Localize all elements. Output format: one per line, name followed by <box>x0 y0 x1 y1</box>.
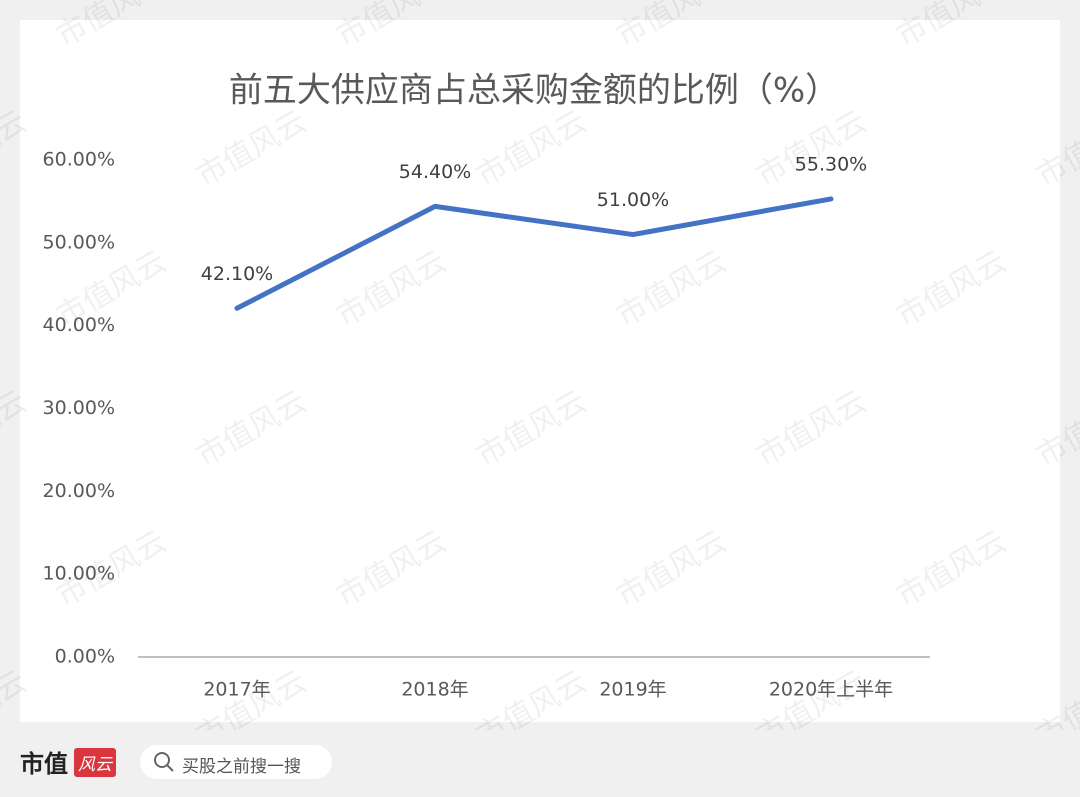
search-box[interactable]: 买股之前搜一搜 <box>140 745 332 779</box>
y-tick-label: 30.00% <box>43 397 115 419</box>
data-label: 42.10% <box>201 263 273 285</box>
y-tick-label: 10.00% <box>43 563 115 585</box>
x-tick-label: 2018年 <box>401 679 468 701</box>
data-label: 54.40% <box>399 161 471 183</box>
y-tick-label: 0.00% <box>55 646 115 668</box>
data-label: 55.30% <box>795 153 867 175</box>
chart-title: 前五大供应商占总采购金额的比例（%） <box>229 71 839 111</box>
search-placeholder: 买股之前搜一搜 <box>182 757 301 777</box>
line-series <box>234 196 834 311</box>
y-tick-label: 40.00% <box>43 314 115 336</box>
footer: 市值 风云 买股之前搜一搜 <box>0 730 1080 797</box>
chart-card <box>20 20 1060 722</box>
search-icon <box>154 752 174 772</box>
logo-badge: 风云 <box>74 748 116 777</box>
x-tick-label: 2019年 <box>599 679 666 701</box>
data-label: 51.00% <box>597 189 669 211</box>
logo: 市值 <box>20 749 68 778</box>
y-tick-label: 20.00% <box>43 480 115 502</box>
x-tick-label: 2017年 <box>203 679 270 701</box>
x-tick-label: 2020年上半年 <box>769 679 893 701</box>
y-tick-label: 60.00% <box>43 149 115 171</box>
y-tick-label: 50.00% <box>43 231 115 253</box>
